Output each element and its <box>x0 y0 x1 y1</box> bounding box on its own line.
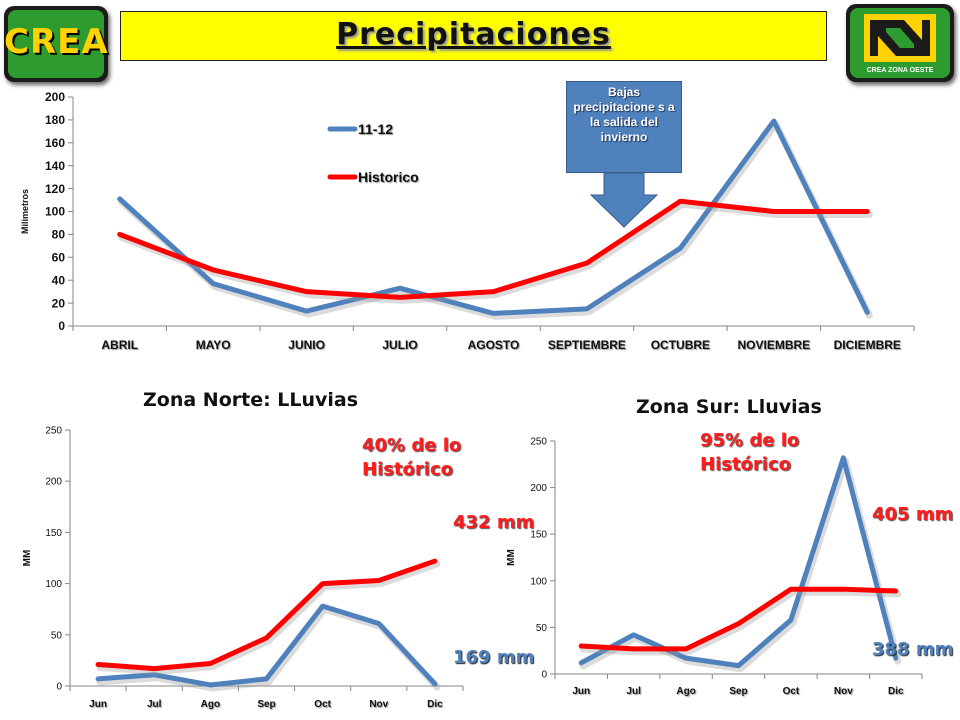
main-x-tick-label: DICIEMBRE <box>834 338 901 352</box>
north-hist-total: 432 mm <box>453 512 535 533</box>
north-x-tick-label: Oct <box>314 699 331 710</box>
zona-oeste-caption: CREA ZONA OESTE <box>866 67 934 74</box>
south-y-tick-label: 50 <box>536 623 548 634</box>
callout-box: Bajas precipitacione s a la salida del i… <box>566 81 682 173</box>
main-x-tick-label: SEPTIEMBRE <box>548 338 626 352</box>
south-season-total: 388 mm <box>872 639 954 660</box>
south-y-tick-label: 0 <box>541 670 547 681</box>
main-x-tick-label: JUNIO <box>288 338 325 352</box>
callout-arrow-icon <box>589 173 659 228</box>
south-x-tick-label: Dic <box>888 686 904 697</box>
crea-logo-text: CREA <box>4 22 109 62</box>
legend-label-1: Historico <box>358 169 419 185</box>
main-y-axis-label: Milimetros <box>20 189 30 234</box>
crea-logo: CREA <box>4 6 108 82</box>
south-x-tick-label: Jul <box>626 686 641 697</box>
main-series-shadow <box>118 200 873 304</box>
south-x-tick-label: Oct <box>783 686 800 697</box>
main-x-tick-label: NOVIEMBRE <box>737 338 810 352</box>
south-pct-note: 95% de lo Histórico <box>700 430 800 475</box>
main-y-tick-label: 40 <box>52 273 66 287</box>
south-y-tick-label: 150 <box>530 530 547 541</box>
north-x-tick-label: Nov <box>369 699 388 710</box>
south-rain-chart: 0 50 100 150 200 250 Jun Jul Ago Sep Oct Nov Dic MM <box>506 437 923 697</box>
north-y-tick-label: 150 <box>45 528 62 539</box>
zona-oeste-emblem-icon <box>864 14 936 62</box>
north-chart-title: Zona Norte: LLuvias <box>143 389 359 411</box>
page-title: Precipitaciones <box>336 17 611 52</box>
south-x-tick-label: Nov <box>834 686 853 697</box>
main-y-tick-label: 0 <box>58 319 65 333</box>
main-y-tick-label: 60 <box>52 251 66 265</box>
north-rain-chart: 0 50 100 150 200 250 Jun Jul Ago Sep Oct Nov Dic MM <box>22 426 464 710</box>
south-y-tick-label: 100 <box>530 576 547 587</box>
south-hist-total: 405 mm <box>872 504 954 525</box>
main-y-tick-label: 20 <box>52 296 66 310</box>
north-x-tick-label: Dic <box>427 699 443 710</box>
main-y-tick-label: 120 <box>45 182 65 196</box>
crea-zona-oeste-logo: CREA ZONA OESTE <box>846 4 954 82</box>
legend-label-0: 11-12 <box>358 121 393 137</box>
main-y-tick-label: 200 <box>45 90 65 104</box>
main-series-line-0 <box>117 118 870 316</box>
main-y-tick-label: 100 <box>45 205 65 219</box>
north-y-tick-label: 0 <box>56 682 62 693</box>
north-x-tick-label: Ago <box>201 699 220 710</box>
main-y-tick-label: 180 <box>45 113 65 127</box>
main-precip-chart: 0 20 40 60 80 100 120 140 160 180 200 ABRIL MAYO JUNI… <box>20 90 915 352</box>
south-x-tick-label: Jun <box>572 686 590 697</box>
main-x-tick-label: MAYO <box>196 338 231 352</box>
south-y-tick-label: 200 <box>530 483 547 494</box>
main-x-tick-label: AGOSTO <box>468 338 520 352</box>
main-y-tick-label: 160 <box>45 136 65 150</box>
main-x-tick-label: ABRIL <box>101 338 138 352</box>
main-y-tick-label: 80 <box>52 228 66 242</box>
main-x-tick-label: OCTUBRE <box>651 338 710 352</box>
north-season-total: 169 mm <box>453 647 535 668</box>
main-x-tick-label: JULIO <box>382 338 417 352</box>
north-y-tick-label: 50 <box>51 630 63 641</box>
north-series-line-1 <box>95 558 438 672</box>
north-y-axis-label: MM <box>22 550 33 567</box>
south-chart-title: Zona Sur: Lluvias <box>636 396 822 418</box>
south-x-tick-label: Sep <box>729 686 747 697</box>
south-y-tick-label: 250 <box>530 437 547 448</box>
south-series-shadow <box>579 588 902 656</box>
south-series-line-0 <box>578 455 899 669</box>
south-x-tick-label: Ago <box>676 686 695 697</box>
title-banner: Precipitaciones <box>120 11 827 61</box>
north-y-tick-label: 250 <box>45 426 62 437</box>
north-x-tick-label: Jul <box>147 699 162 710</box>
north-pct-note: 40% de lo Histórico <box>362 435 462 480</box>
north-y-tick-label: 200 <box>45 477 62 488</box>
north-x-tick-label: Jun <box>89 699 107 710</box>
north-y-tick-label: 100 <box>45 579 62 590</box>
main-y-tick-label: 140 <box>45 159 65 173</box>
north-x-tick-label: Sep <box>257 699 275 710</box>
north-series-shadow <box>96 560 441 676</box>
south-y-axis-label: MM <box>506 549 517 566</box>
